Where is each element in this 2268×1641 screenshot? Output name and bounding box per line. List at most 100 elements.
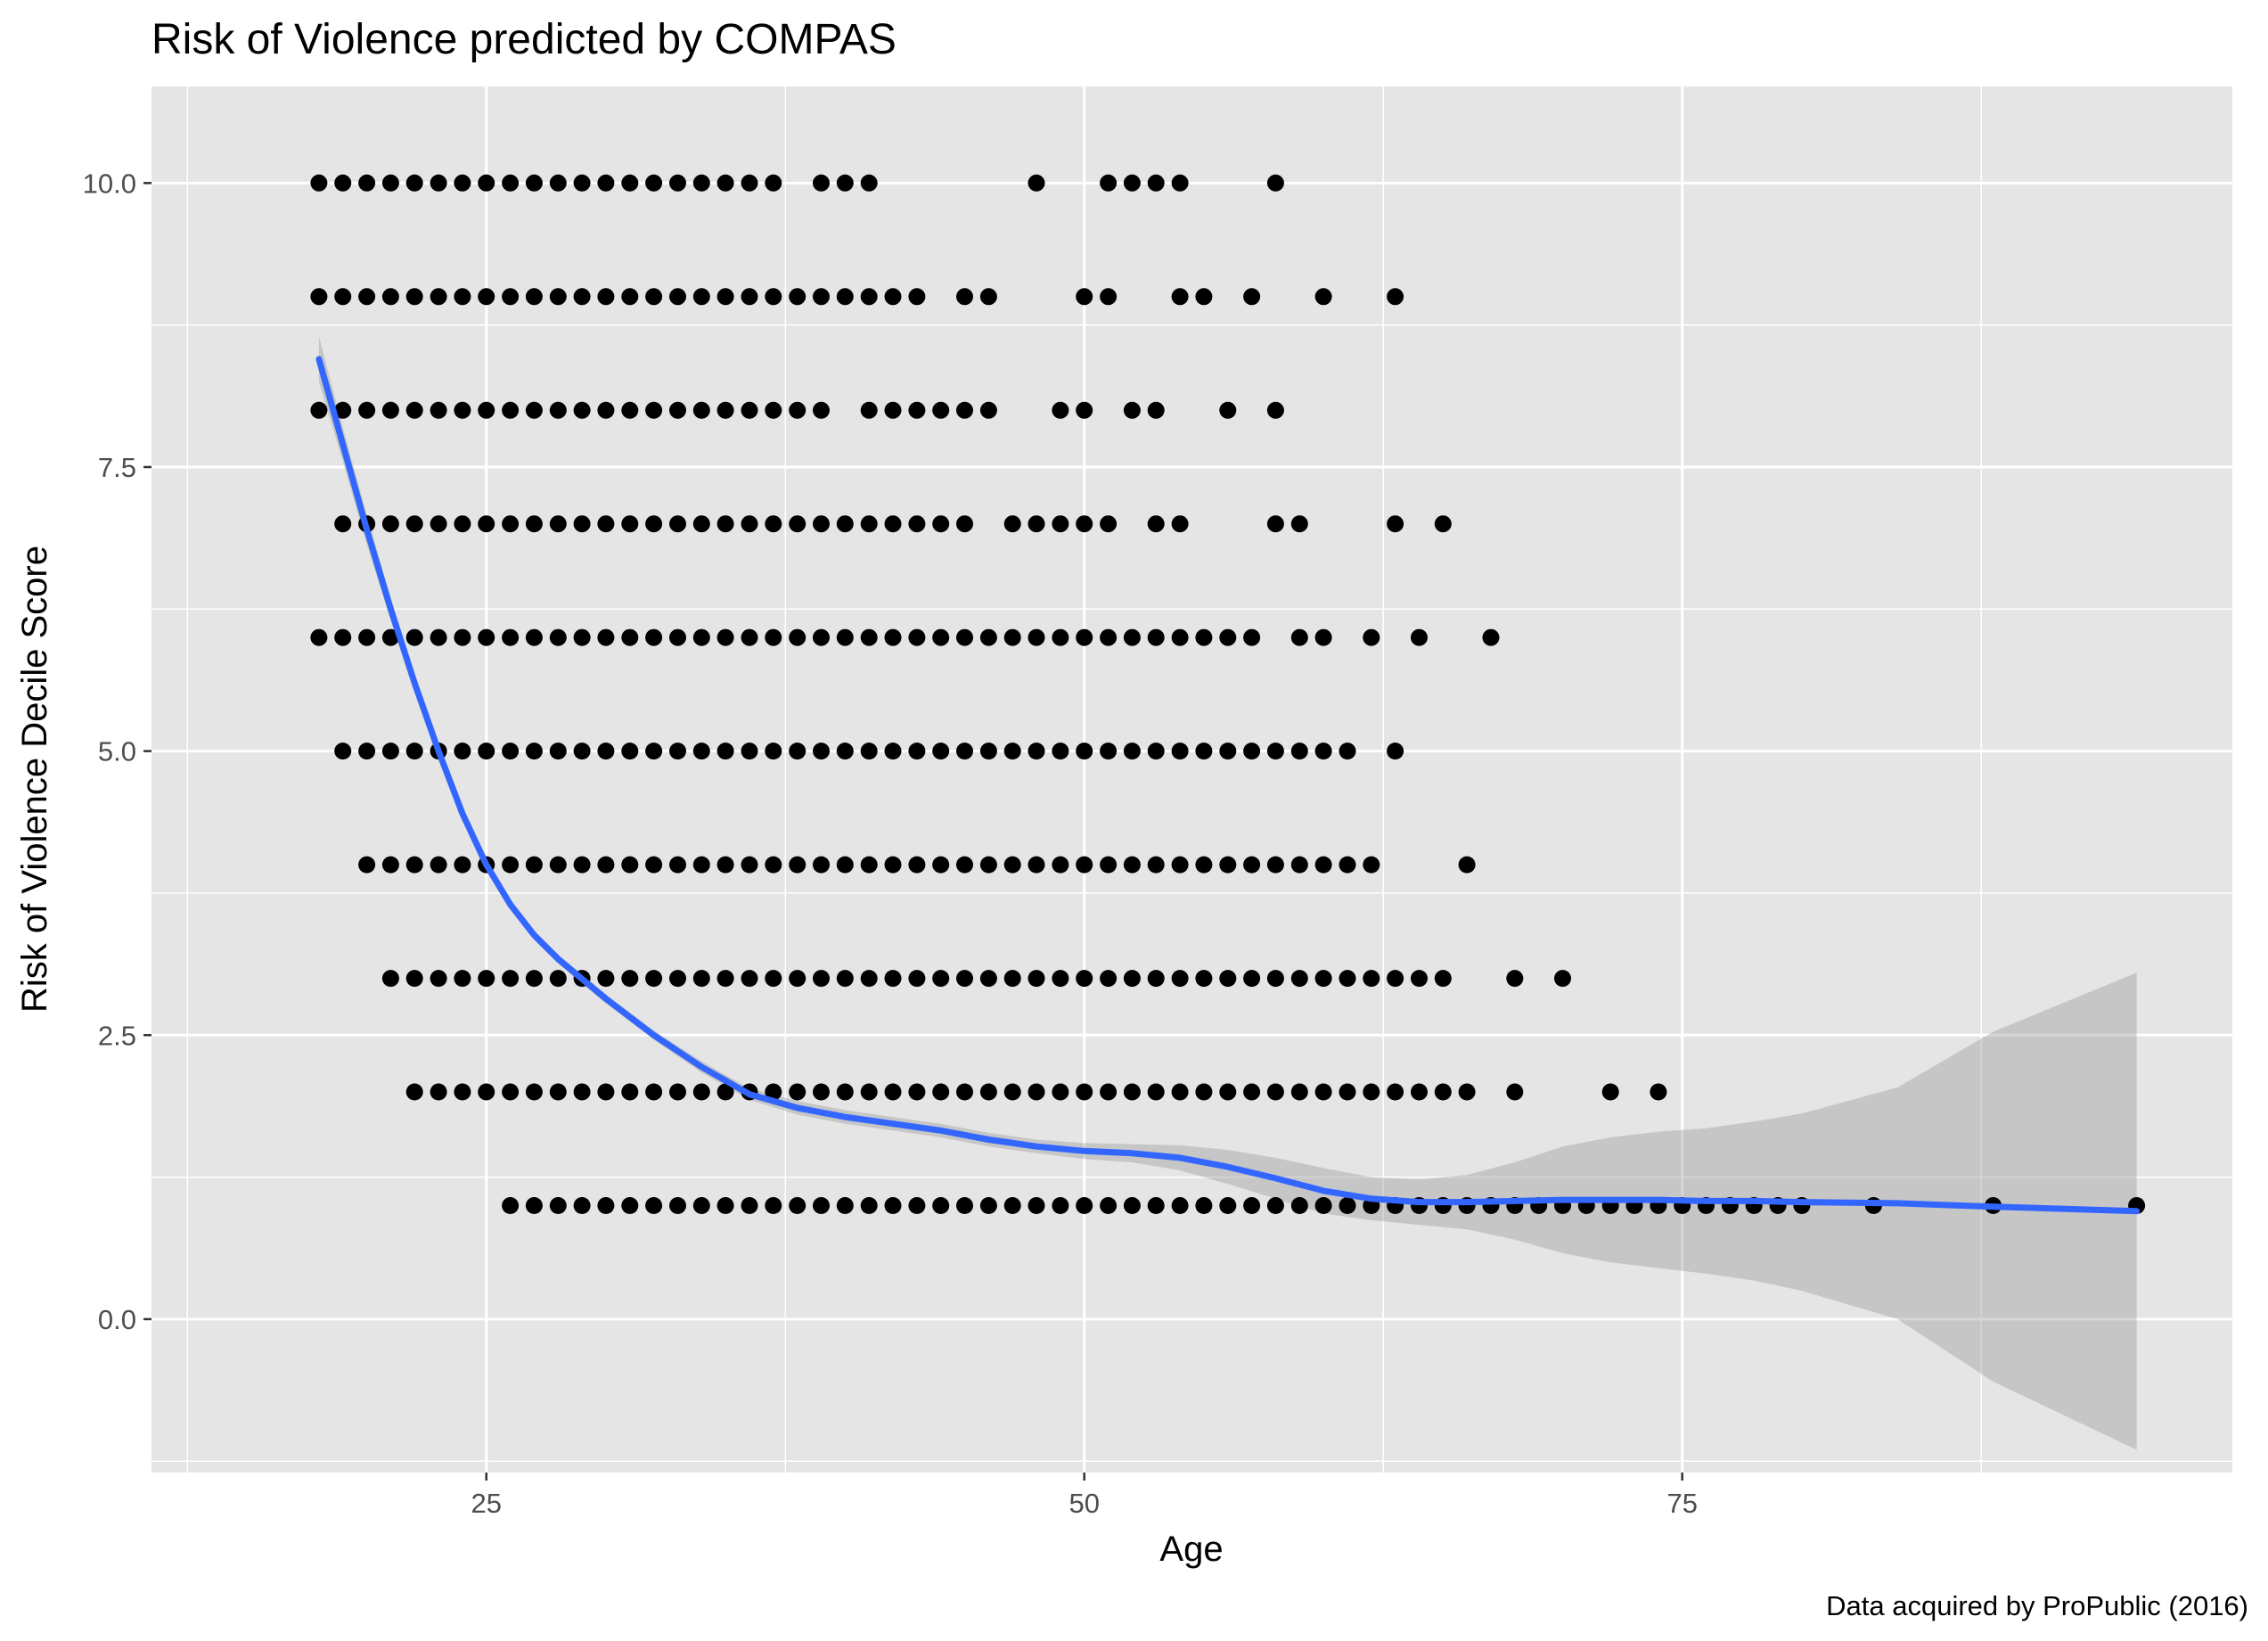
data-point	[1171, 1083, 1189, 1101]
data-point	[1100, 1197, 1118, 1214]
data-point	[813, 401, 830, 419]
data-point	[1052, 743, 1069, 760]
data-point	[334, 515, 352, 533]
data-point	[1076, 515, 1093, 533]
data-point	[430, 1083, 447, 1101]
data-point	[573, 1083, 591, 1101]
data-point	[334, 174, 352, 192]
data-point	[1003, 743, 1021, 760]
data-point	[597, 970, 615, 988]
data-point	[454, 856, 471, 874]
data-point	[525, 856, 543, 874]
data-point	[621, 628, 639, 646]
data-point	[765, 970, 782, 988]
data-point	[908, 970, 926, 988]
data-point	[358, 628, 376, 646]
data-point	[1028, 743, 1045, 760]
data-point	[1028, 970, 1045, 988]
data-point	[1601, 1083, 1619, 1101]
data-point	[1243, 970, 1261, 988]
chart-title: Risk of Violence predicted by COMPAS	[151, 16, 897, 63]
data-point	[1219, 1083, 1237, 1101]
data-point	[669, 628, 686, 646]
data-point	[860, 856, 878, 874]
data-point	[932, 515, 950, 533]
data-point	[597, 743, 615, 760]
data-point	[669, 743, 686, 760]
y-tick-label: 7.5	[98, 452, 136, 483]
data-point	[1363, 856, 1380, 874]
data-point	[669, 401, 686, 419]
data-point	[1028, 1197, 1045, 1214]
data-point	[405, 628, 423, 646]
data-point	[358, 743, 376, 760]
data-point	[1052, 1083, 1069, 1101]
data-point	[765, 174, 782, 192]
data-point	[908, 288, 926, 306]
data-point	[381, 288, 399, 306]
data-point	[478, 288, 495, 306]
data-point	[789, 970, 806, 988]
x-tick-label: 25	[471, 1488, 502, 1519]
data-point	[765, 1197, 782, 1214]
data-point	[381, 174, 399, 192]
data-point	[645, 515, 663, 533]
data-point	[860, 515, 878, 533]
data-point	[716, 515, 734, 533]
data-point	[1052, 1197, 1069, 1214]
data-point	[1266, 401, 1284, 419]
data-point	[1219, 401, 1237, 419]
data-point	[454, 743, 471, 760]
data-point	[1506, 1083, 1524, 1101]
data-point	[1387, 970, 1404, 988]
data-point	[884, 856, 902, 874]
data-point	[1003, 856, 1021, 874]
x-axis-title: Age	[1159, 1530, 1223, 1569]
axis-ticks: 25 50 75 0.0 2.5 5.0 7.5 10.0	[83, 168, 1698, 1519]
data-point	[765, 515, 782, 533]
data-point	[621, 856, 639, 874]
data-point	[1339, 1197, 1356, 1214]
data-point	[979, 856, 997, 874]
data-point	[789, 1083, 806, 1101]
data-point	[979, 628, 997, 646]
data-point	[979, 743, 997, 760]
data-point	[716, 856, 734, 874]
data-point	[1243, 743, 1261, 760]
data-point	[334, 628, 352, 646]
data-point	[1314, 1197, 1332, 1214]
data-point	[502, 856, 520, 874]
data-point	[573, 515, 591, 533]
data-point	[1195, 1197, 1213, 1214]
data-point	[979, 1197, 997, 1214]
data-point	[765, 856, 782, 874]
data-point	[1147, 1083, 1165, 1101]
data-point	[358, 174, 376, 192]
data-point	[1076, 1083, 1093, 1101]
data-point	[1100, 288, 1118, 306]
data-point	[860, 174, 878, 192]
data-point	[1650, 1083, 1667, 1101]
data-point	[765, 743, 782, 760]
data-point	[692, 288, 710, 306]
data-point	[932, 628, 950, 646]
data-point	[789, 743, 806, 760]
data-point	[1100, 1083, 1118, 1101]
data-point	[1290, 856, 1308, 874]
data-point	[1195, 743, 1213, 760]
data-point	[956, 288, 973, 306]
data-point	[836, 970, 854, 988]
data-point	[1171, 174, 1189, 192]
data-point	[1171, 743, 1189, 760]
data-point	[597, 628, 615, 646]
data-point	[1123, 856, 1141, 874]
data-point	[669, 288, 686, 306]
data-point	[1147, 401, 1165, 419]
data-point	[573, 174, 591, 192]
data-point	[525, 1083, 543, 1101]
data-point	[1100, 174, 1118, 192]
data-point	[1028, 174, 1045, 192]
data-point	[1171, 628, 1189, 646]
data-point	[621, 1083, 639, 1101]
